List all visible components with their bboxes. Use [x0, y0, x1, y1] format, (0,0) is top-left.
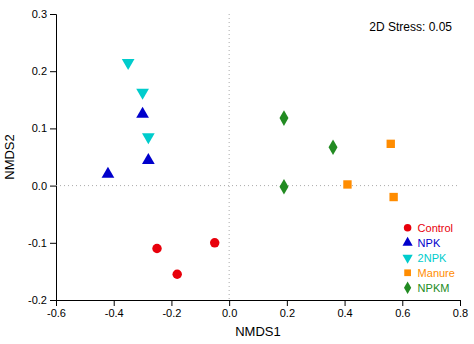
tick: -0.4 — [105, 300, 124, 319]
tick-mark — [50, 14, 56, 15]
legend-marker — [403, 237, 413, 246]
point — [136, 89, 149, 100]
y-axis-title: NMDS2 — [2, 134, 17, 180]
tick-label: 0.0 — [32, 180, 47, 192]
series — [152, 238, 219, 279]
tick-mark — [460, 300, 461, 306]
tick-mark — [287, 300, 288, 306]
point — [329, 139, 338, 155]
x-axis: -0.6 -0.4 -0.2 0.0 0.2 0.4 0.6 0.8 — [47, 300, 468, 319]
tick: -0.6 — [47, 300, 66, 319]
tick-mark — [171, 300, 172, 306]
tick-mark — [402, 300, 403, 306]
tick-label: 0.3 — [32, 8, 47, 20]
point — [136, 107, 149, 118]
legend-marker — [404, 224, 412, 232]
point — [102, 167, 115, 178]
tick: 0.0 — [32, 180, 56, 192]
tick: -0.2 — [162, 300, 181, 319]
point — [172, 270, 181, 279]
tick-label: 0.8 — [453, 307, 468, 319]
tick-label: -0.2 — [28, 294, 47, 306]
point — [142, 153, 155, 164]
point — [122, 59, 135, 70]
tick-label: -0.1 — [28, 237, 47, 249]
tick-label: 0.1 — [32, 122, 47, 134]
tick: -0.2 — [28, 294, 56, 306]
legend-label: 2NPK — [418, 252, 447, 264]
tick-label: -0.6 — [47, 307, 66, 319]
legend-label: NPK — [418, 237, 441, 249]
legend-item: Manure — [404, 267, 455, 279]
plot-area — [56, 14, 460, 300]
tick: 0.3 — [32, 8, 56, 20]
reference-line — [56, 185, 460, 186]
tick-mark — [50, 243, 56, 244]
tick: 0.1 — [32, 122, 56, 134]
point — [152, 244, 161, 253]
series — [102, 107, 155, 178]
tick-label: -0.2 — [162, 307, 181, 319]
tick-mark — [345, 300, 346, 306]
tick-mark — [50, 128, 56, 129]
legend-marker — [404, 269, 411, 276]
point — [279, 179, 288, 195]
legend: Control NPK 2NPK Manure NPKM — [403, 222, 455, 294]
y-axis: -0.2 -0.1 0.0 0.1 0.2 0.3 — [28, 8, 56, 306]
tick-label: 0.6 — [395, 307, 410, 319]
tick-mark — [114, 300, 115, 306]
chart: -0.6 -0.4 -0.2 0.0 0.2 0.4 0.6 0.8 -0.2 -0.1 0.0 0.… — [0, 0, 474, 344]
legend-marker — [404, 282, 411, 294]
tick-label: -0.4 — [105, 307, 124, 319]
tick-mark — [50, 186, 56, 187]
legend-marker — [403, 255, 413, 264]
x-axis-title: NMDS1 — [235, 324, 281, 339]
legend-item: NPK — [403, 237, 441, 249]
legend-item: NPKM — [404, 282, 449, 294]
tick: 0.2 — [280, 300, 295, 319]
legend-label: Control — [418, 222, 453, 234]
legend-item: 2NPK — [403, 252, 447, 264]
tick: 0.0 — [222, 300, 237, 319]
series — [343, 140, 398, 202]
tick-mark — [229, 300, 230, 306]
tick: 0.6 — [395, 300, 410, 319]
tick: 0.8 — [453, 300, 468, 319]
reference-line — [229, 14, 230, 300]
point — [389, 193, 397, 201]
tick-mark — [50, 71, 56, 72]
axis-line — [50, 15, 57, 301]
tick: -0.1 — [28, 237, 56, 249]
point — [343, 180, 351, 188]
tick-label: 0.2 — [32, 65, 47, 77]
series — [279, 110, 337, 194]
tick: 0.4 — [337, 300, 352, 319]
annotation: 2D Stress: 0.05 — [369, 20, 452, 34]
point — [387, 140, 395, 148]
tick-label: 0.0 — [222, 307, 237, 319]
point — [279, 110, 288, 126]
tick: 0.2 — [32, 65, 56, 77]
series — [122, 59, 155, 144]
legend-item: Control — [404, 222, 453, 234]
legend-label: Manure — [418, 267, 455, 279]
point — [210, 238, 219, 247]
axis-line — [57, 301, 461, 307]
point — [142, 133, 155, 144]
tick-label: 0.4 — [337, 307, 352, 319]
tick-label: 0.2 — [280, 307, 295, 319]
legend-label: NPKM — [418, 282, 450, 294]
tick-mark — [50, 300, 56, 301]
